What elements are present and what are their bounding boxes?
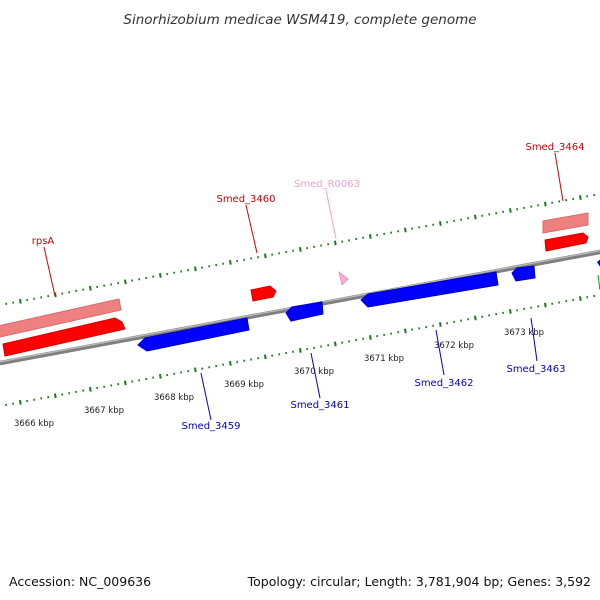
forward-scale-tick [334, 240, 337, 246]
reverse-scale-tick [124, 380, 127, 386]
reverse-scale-tick [579, 296, 582, 301]
gene-smed-3461-arrow [285, 301, 324, 322]
forward-scale-tick [369, 234, 372, 239]
gene-smed-3464-outer-bar [542, 212, 589, 234]
scale-tick-labels: 3666 kbp 3667 kbp 3668 kbp 3669 kbp 3670 kbp… [14, 328, 544, 429]
gene-smed-3460-leader [245, 204, 258, 254]
reverse-scale-tick [89, 386, 92, 392]
scale-tick-label: 3669 kbp [224, 380, 264, 390]
forward-scale-tick [54, 292, 57, 298]
scale-tick-label: 3672 kbp [434, 341, 474, 351]
gene-smed-3463-arrow [511, 265, 536, 282]
scale-tick-label: 3670 kbp [294, 367, 334, 377]
forward-scale-tick [299, 247, 302, 252]
reverse-tick-row [0, 294, 596, 408]
gene-smed-3459[interactable]: Smed_3459 [137, 317, 250, 432]
forward-scale-tick [159, 272, 162, 278]
gene-smed-3459-arrow [137, 317, 250, 352]
forward-scale-tick [194, 266, 197, 272]
forward-scale-tick [19, 298, 22, 304]
gene-smed-r0063-leader [325, 189, 337, 240]
gene-rpsA-label: rpsA [32, 236, 55, 247]
gene-smed-r0063-label: Smed_R0063 [294, 179, 360, 190]
gene-smed-3463[interactable]: Smed_3463 [506, 265, 566, 375]
genome-stats-text: Topology: circular; Length: 3,781,904 bp… [247, 574, 591, 589]
reverse-scale-tick [54, 393, 57, 399]
forward-scale-tick [474, 214, 477, 220]
reverse-scale-tick [439, 322, 442, 327]
reverse-scale-tick [369, 335, 372, 340]
scale-tick-label: 3668 kbp [154, 393, 194, 403]
forward-scale-tick [89, 285, 92, 291]
gene-smed-3462-arrow [360, 271, 499, 308]
gene-smed-3464-arrow [544, 232, 589, 252]
gene-smed-3462[interactable]: Smed_3462 [360, 271, 499, 389]
forward-scale-tick [124, 279, 127, 285]
gene-smed-3460[interactable]: Smed_3460 [216, 194, 277, 302]
gene-smed-3463-label: Smed_3463 [506, 364, 565, 375]
gene-smed-3461[interactable]: Smed_3461 [285, 301, 350, 411]
gene-smed-3459-leader [200, 372, 212, 421]
forward-scale-tick [229, 259, 232, 265]
reverse-scale-tick [509, 309, 512, 314]
reverse-scale-tick [264, 354, 267, 360]
forward-scale-tick [544, 201, 547, 207]
reverse-scale-tick [229, 360, 232, 366]
gene-smed-3464-leader [554, 152, 564, 202]
gene-rpsA-arrow [2, 317, 126, 357]
gene-smed-3464[interactable]: Smed_3464 [525, 142, 589, 252]
gene-partial-right-arrow [597, 259, 600, 267]
scale-tick-label: 3667 kbp [84, 406, 124, 416]
gene-smed-3460-arrow [250, 285, 277, 302]
gene-smed-3459-label: Smed_3459 [181, 421, 240, 432]
gene-rpsA-leader [43, 246, 56, 297]
forward-scale-tick [439, 221, 442, 226]
gene-rpsA-outer-bar [0, 298, 122, 338]
reverse-scale-tick [474, 315, 477, 321]
forward-tick-row [0, 193, 596, 307]
gene-smed-3463-leader [530, 317, 538, 362]
gene-smed-3464-label: Smed_3464 [525, 142, 584, 153]
forward-scale-tick [509, 208, 512, 213]
reverse-scale-tick [159, 373, 162, 379]
gene-smed-3461-leader [310, 352, 321, 399]
gene-smed-r0063-arrow [338, 270, 349, 286]
gene-smed-3462-label: Smed_3462 [414, 378, 473, 389]
forward-scale-tick [404, 227, 407, 233]
gene-rpsA[interactable]: rpsA [0, 236, 126, 357]
reverse-scale-tick [19, 399, 22, 405]
gene-smed-3461-label: Smed_3461 [290, 400, 349, 411]
gene-smed-3460-label: Smed_3460 [216, 194, 275, 205]
scale-tick-label: 3671 kbp [364, 354, 404, 364]
gene-smed-3462-leader [435, 329, 445, 376]
scale-tick-label: 3673 kbp [504, 328, 544, 338]
reverse-scale-tick [334, 341, 337, 347]
map-title: Sinorhizobium medicae WSM419, complete g… [123, 12, 476, 28]
reverse-scale-tick [404, 328, 407, 334]
reverse-scale-tick [544, 302, 547, 308]
reverse-scale-tick [194, 367, 197, 373]
forward-scale-tick [264, 253, 267, 259]
accession-text: Accession: NC_009636 [9, 574, 151, 589]
forward-scale-tick [579, 195, 582, 200]
reverse-scale-tick [299, 348, 302, 353]
gene-smed-r0063[interactable]: Smed_R0063 [294, 179, 360, 286]
scale-tick-label: 3666 kbp [14, 419, 54, 429]
